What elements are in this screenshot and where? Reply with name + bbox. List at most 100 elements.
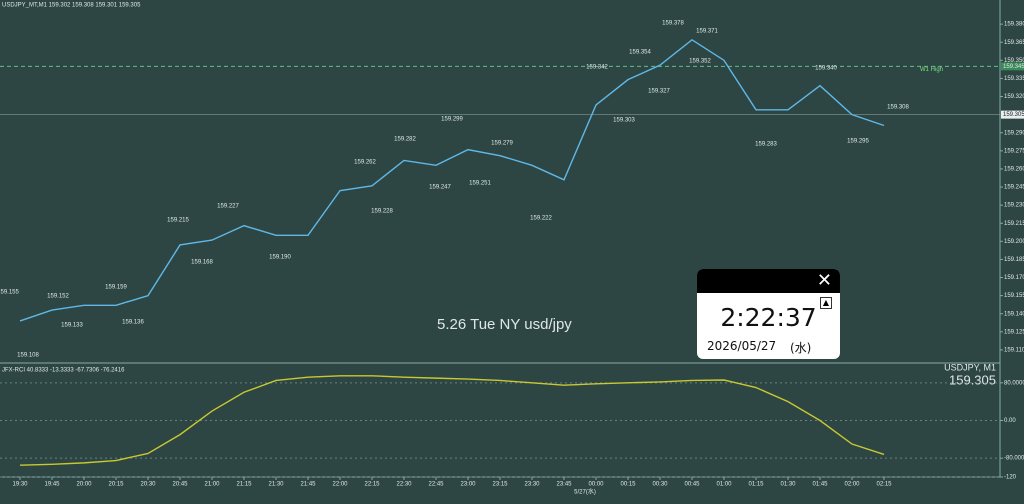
price-label: 159.282 <box>394 137 416 143</box>
y-tick-label: 159.125 <box>1004 329 1024 335</box>
price-label: 159.190 <box>269 255 291 261</box>
x-tick-label: 19:30 <box>12 482 28 488</box>
price-label: 159.159 <box>105 285 127 291</box>
clock-widget: ✕ ▲ 2:22:37 2026/05/27 (水) <box>697 269 840 359</box>
price-label: 159.168 <box>191 260 213 266</box>
price-label: 159.283 <box>755 142 777 148</box>
y-tick-label: 0.00 <box>1004 418 1016 424</box>
y-tick-label: 159.245 <box>1004 185 1024 191</box>
w1-high-name: W1 High <box>920 67 943 73</box>
y-tick-label: 159.155 <box>1004 293 1024 299</box>
price-label: 159.228 <box>371 209 393 215</box>
y-tick-label: 159.110 <box>1004 348 1024 354</box>
price-label: 159.247 <box>429 185 451 191</box>
price-label: 159.352 <box>689 59 711 65</box>
x-tick-label: 02:00 <box>844 482 860 488</box>
price-label: 159.251 <box>469 181 491 187</box>
last-price-tag <box>1001 110 1024 119</box>
y-tick-label: 80.0000 <box>1004 380 1024 386</box>
y-tick-label: 159.320 <box>1004 94 1024 100</box>
close-button[interactable]: ✕ <box>816 270 832 291</box>
price-label: 159.340 <box>815 66 837 72</box>
x-tick-label: 20:00 <box>76 482 92 488</box>
x-tick-label: 01:30 <box>780 482 796 488</box>
x-tick-label: 00:00 <box>588 482 604 488</box>
price-line <box>19 375 885 466</box>
price-label: 159.342 <box>586 65 608 71</box>
y-tick-label: 159.290 <box>1004 130 1024 136</box>
x-tick-label: 19:45 <box>44 482 60 488</box>
x-tick-label: 23:45 <box>556 482 572 488</box>
w1-high-label: 159.345 <box>1003 64 1024 70</box>
price-label: 159.371 <box>696 29 718 35</box>
clock-date: 2026/05/27 <box>707 339 777 353</box>
x-tick-label: 01:45 <box>812 482 828 488</box>
price-label: 159.327 <box>648 89 670 95</box>
price-label: 159.299 <box>441 117 463 123</box>
x-tick-label: 22:15 <box>364 482 380 488</box>
price-label: 159.222 <box>530 216 552 222</box>
x-tick-label: 23:00 <box>460 482 476 488</box>
y-tick-label: 159.275 <box>1004 148 1024 154</box>
x-tick-label: 21:00 <box>204 482 220 488</box>
x-tick-label: 22:45 <box>428 482 444 488</box>
price-label: 159.227 <box>217 204 239 210</box>
y-tick-label: 159.170 <box>1004 275 1024 281</box>
price-label: 159.215 <box>167 218 189 224</box>
symbol: USDJPY, M1 <box>944 362 996 372</box>
price-label: 159.262 <box>354 160 376 166</box>
price-label: 159.155 <box>0 290 20 296</box>
x-tick-label: 21:30 <box>268 482 284 488</box>
x-tick-label: 00:45 <box>684 482 700 488</box>
y-tick-label: 159.380 <box>1004 22 1024 28</box>
y-tick-label: 159.185 <box>1004 257 1024 263</box>
y-tick-label: 159.260 <box>1004 167 1024 173</box>
price-label: 159.308 <box>887 105 909 111</box>
x-tick-label: 21:15 <box>236 482 252 488</box>
date-label: 5/27(水) <box>574 488 596 496</box>
price-label: 159.108 <box>17 353 39 359</box>
plot-bg <box>0 0 1000 362</box>
x-tick-label: 01:00 <box>716 482 732 488</box>
y-tick-label: 159.200 <box>1004 239 1024 245</box>
x-tick-label: 23:30 <box>524 482 540 488</box>
price-label: 159.152 <box>47 294 69 300</box>
clock-time: 2:22:37 <box>720 303 817 332</box>
x-tick-label: 22:30 <box>396 482 412 488</box>
x-tick-label: 00:15 <box>620 482 636 488</box>
price-label: 159.354 <box>629 50 651 56</box>
y-tick-label: 159.335 <box>1004 76 1024 82</box>
clock-weekday: (水) <box>790 341 812 355</box>
x-tick-label: 20:45 <box>172 482 188 488</box>
price-label: 159.303 <box>613 118 635 124</box>
chart-header: USDJPY_MT,M1 159.302 159.308 159.301 159… <box>2 3 141 9</box>
indicator-header: JFX-RCI 40.8333 -13.3333 -67.7306 -76.24… <box>2 368 125 374</box>
x-tick-label: 00:30 <box>652 482 668 488</box>
x-tick-label: 22:00 <box>332 482 348 488</box>
x-tick-label: 20:30 <box>140 482 156 488</box>
pin-icon[interactable]: ▲ <box>820 297 832 309</box>
price-label: 159.378 <box>662 21 684 27</box>
w1-high-tag <box>1001 62 1024 71</box>
y-tick-label: -120 <box>1004 475 1017 481</box>
x-tick-label: 21:45 <box>300 482 316 488</box>
x-tick-label: 01:15 <box>748 482 764 488</box>
y-tick-label: 159.230 <box>1004 203 1024 209</box>
x-tick-label: 20:15 <box>108 482 124 488</box>
y-tick-label: 159.350 <box>1004 58 1024 64</box>
y-tick-label: 159.140 <box>1004 311 1024 317</box>
y-tick-label: 159.215 <box>1004 221 1024 227</box>
x-tick-label: 02:15 <box>876 482 892 488</box>
price-line <box>19 38 885 322</box>
annotation: 5.26 Tue NY usd/jpy <box>437 316 572 333</box>
price-label: 159.136 <box>122 320 144 326</box>
price-label: 159.279 <box>491 141 513 147</box>
last-price-label: 159.305 <box>1003 112 1024 118</box>
price: 159.305 <box>949 372 996 387</box>
y-tick-label: 159.365 <box>1004 40 1024 46</box>
y-tick-label: -80.0000 <box>1004 456 1024 462</box>
clock-header: ✕ <box>697 269 840 293</box>
x-tick-label: 23:15 <box>492 482 508 488</box>
